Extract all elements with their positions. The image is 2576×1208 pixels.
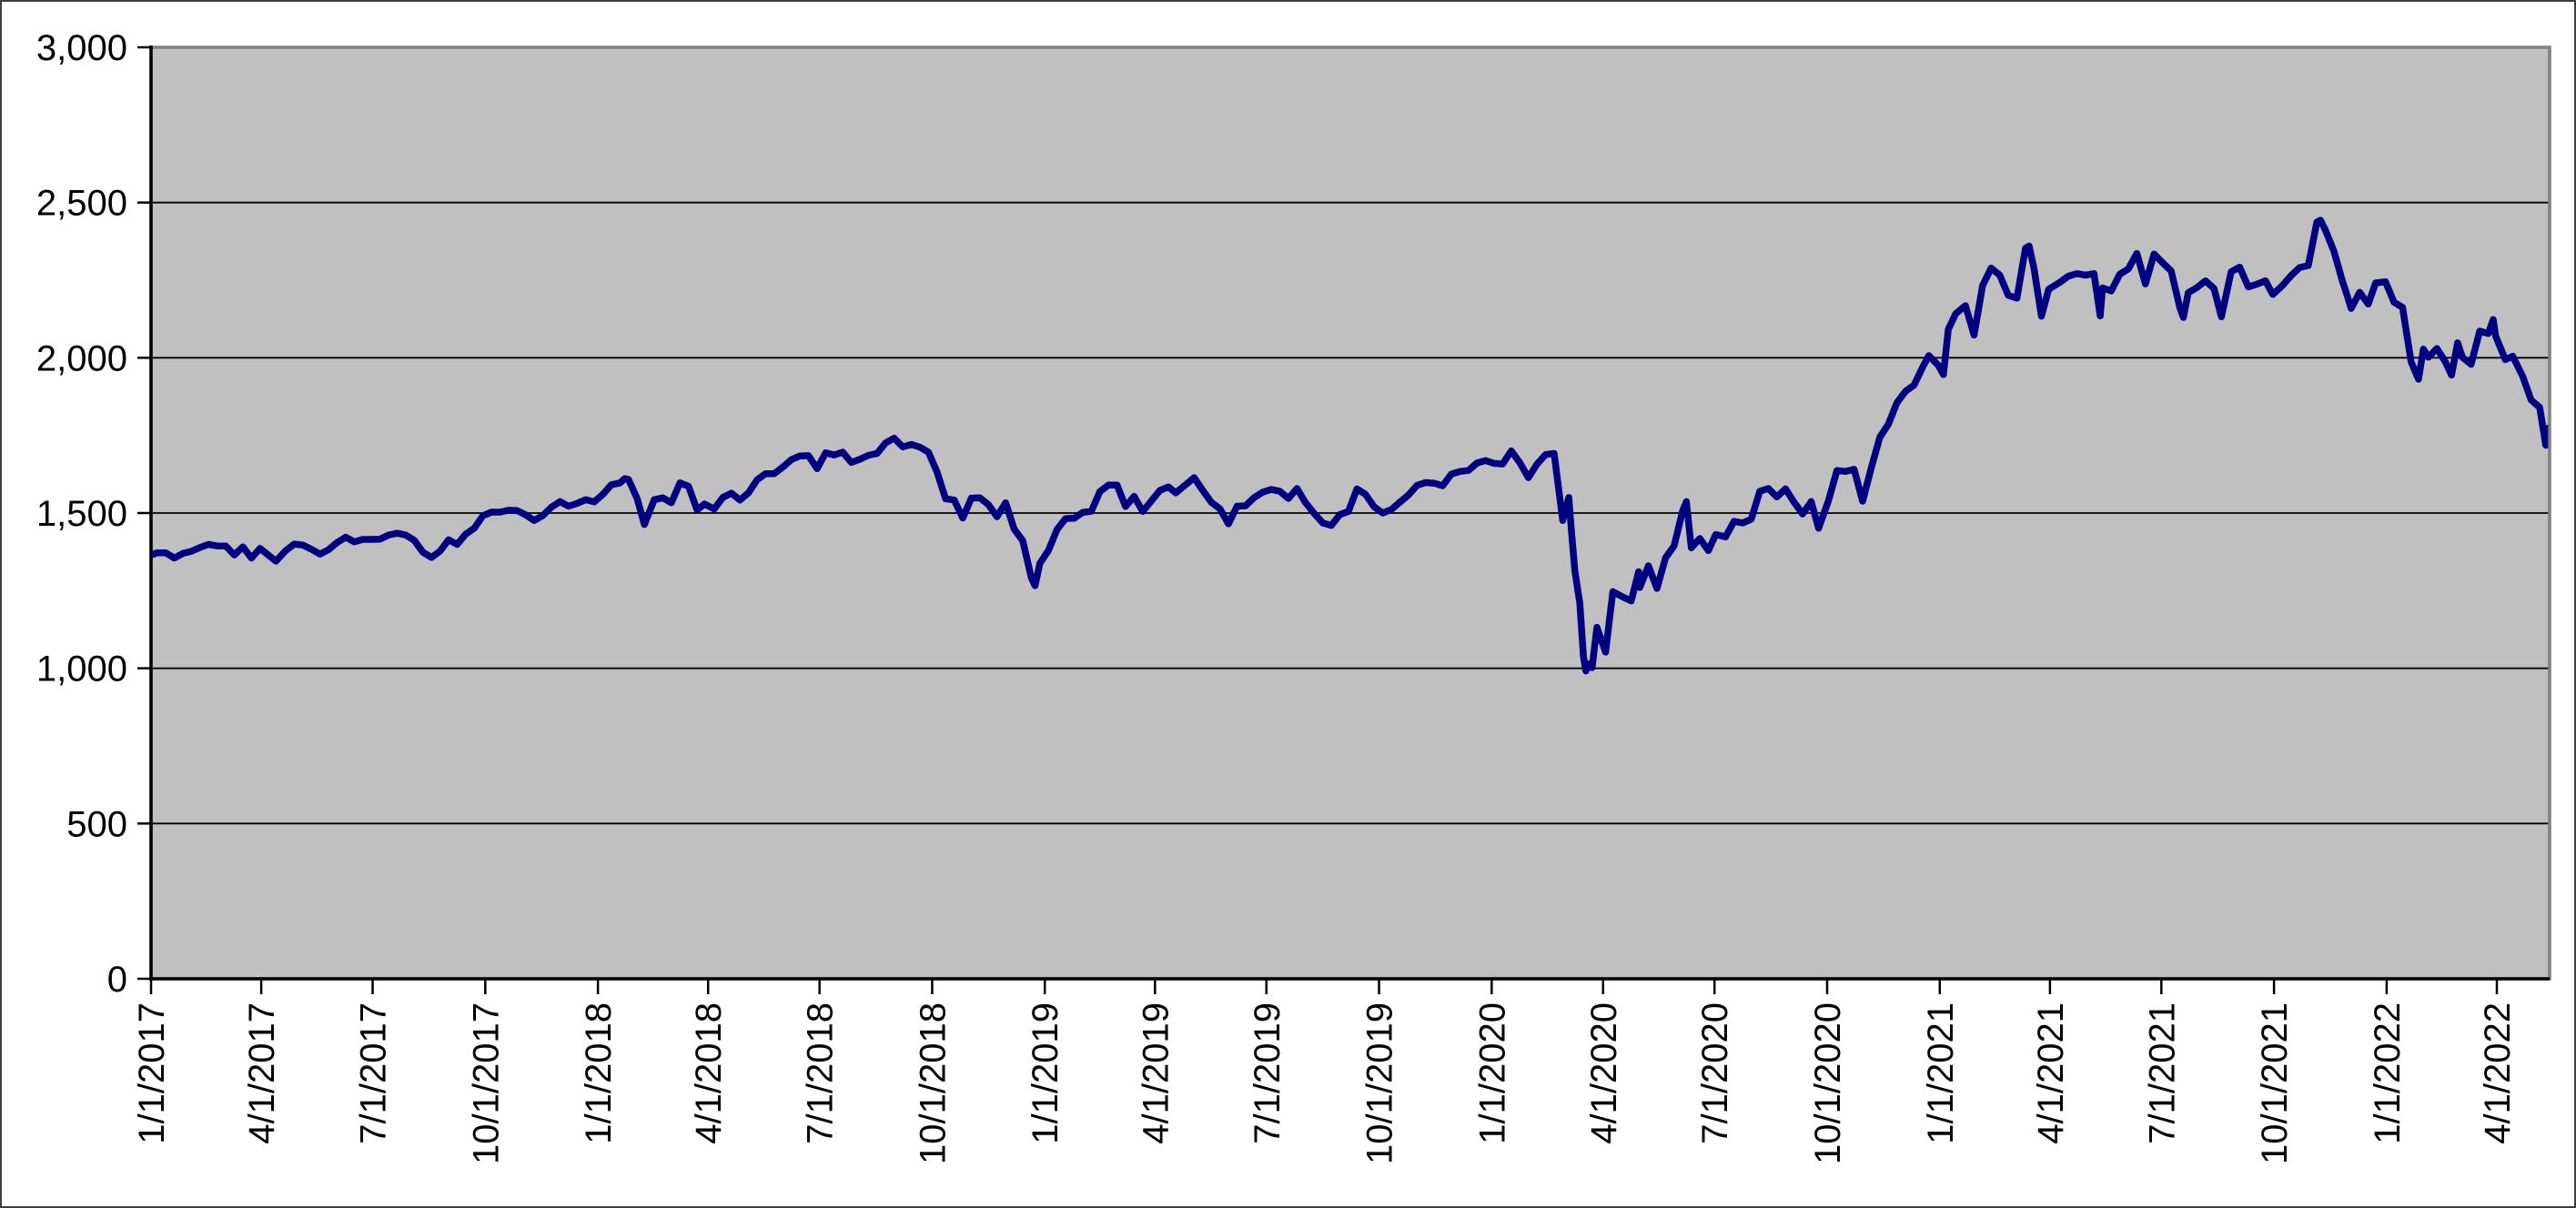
y-axis-label: 0 [107, 960, 127, 1000]
x-axis-label: 4/1/2017 [242, 1002, 282, 1144]
y-axis-label: 2,000 [36, 338, 127, 378]
x-axis-label: 4/1/2022 [2478, 1002, 2518, 1144]
y-axis-label: 500 [66, 804, 127, 844]
x-axis-label: 4/1/2019 [1136, 1002, 1176, 1144]
x-axis-label: 4/1/2021 [2031, 1002, 2071, 1144]
x-axis-label: 1/1/2018 [579, 1002, 619, 1144]
x-axis-ticks [149, 979, 2499, 994]
x-axis-tick-labels: 1/1/2017 4/1/2017 7/1/2017 10/1/2017 1/1/201… [132, 1002, 2518, 1164]
y-axis-label: 1,500 [36, 494, 127, 534]
x-axis-label: 7/1/2020 [1695, 1002, 1735, 1144]
x-axis-label: 10/1/2020 [1808, 1002, 1848, 1164]
x-axis-label: 10/1/2021 [2255, 1002, 2295, 1164]
x-axis-label: 10/1/2018 [913, 1002, 953, 1164]
x-axis-label: 1/1/2019 [1025, 1002, 1066, 1144]
x-axis-label: 7/1/2017 [354, 1002, 394, 1144]
x-axis-label: 10/1/2019 [1360, 1002, 1400, 1164]
x-axis-label: 1/1/2020 [1472, 1002, 1512, 1144]
y-axis-ticks [137, 45, 151, 981]
y-axis-label: 2,500 [36, 184, 127, 224]
x-axis-label: 10/1/2017 [466, 1002, 506, 1164]
x-axis-label: 1/1/2022 [2368, 1002, 2408, 1144]
x-axis-label: 7/1/2021 [2142, 1002, 2182, 1144]
x-axis-label: 4/1/2018 [689, 1002, 729, 1144]
x-axis-label: 7/1/2019 [1248, 1002, 1288, 1144]
x-axis-label: 4/1/2020 [1584, 1002, 1624, 1144]
y-axis-tick-labels: 3,000 2,500 2,000 1,500 1,000 500 0 [36, 28, 127, 1000]
y-axis-label: 3,000 [36, 28, 127, 68]
x-axis-label: 7/1/2018 [801, 1002, 841, 1144]
y-axis-label: 1,000 [36, 649, 127, 690]
x-axis-label: 1/1/2021 [1921, 1002, 1961, 1144]
price-series [151, 216, 2550, 675]
x-axis-label: 1/1/2017 [132, 1002, 172, 1144]
series-line [151, 216, 2550, 675]
